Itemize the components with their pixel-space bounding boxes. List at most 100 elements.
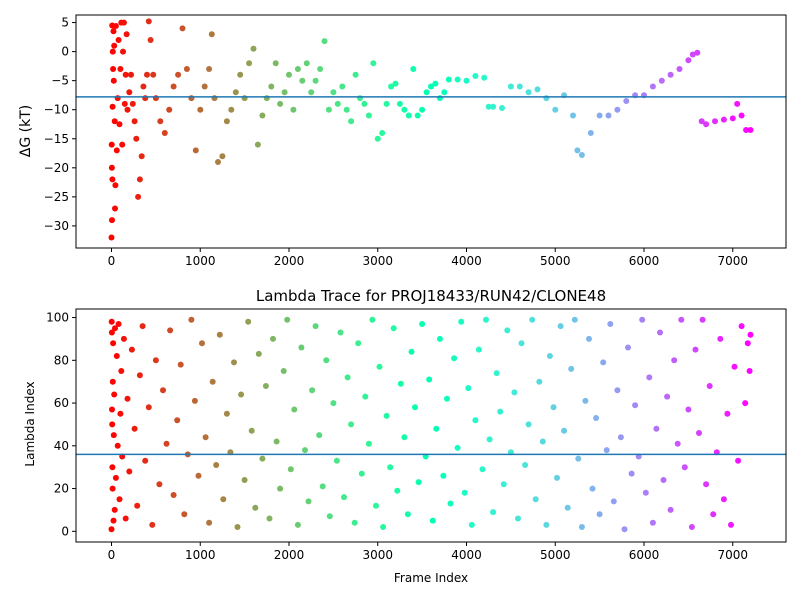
lambda-point xyxy=(323,357,330,364)
dg-point xyxy=(481,74,488,81)
lambda-point xyxy=(113,353,120,359)
lambda-point xyxy=(472,417,479,424)
dg-point xyxy=(110,28,117,35)
dg-point xyxy=(614,106,621,113)
dg-point xyxy=(208,31,215,38)
lambda-x-tick-label: 5000 xyxy=(540,548,571,562)
lambda-title: Lambda Trace for PROJ18433/RUN42/CLONE48 xyxy=(256,287,606,305)
lambda-point xyxy=(326,513,333,520)
lambda-point xyxy=(241,477,248,483)
dg-point xyxy=(286,71,292,78)
dg-point xyxy=(179,25,186,32)
lambda-point xyxy=(111,391,118,398)
dg-point xyxy=(436,95,443,102)
dg-point xyxy=(129,100,136,107)
lambda-point xyxy=(110,517,117,524)
dg-y-tick-label: −30 xyxy=(44,219,69,233)
lambda-point xyxy=(298,344,305,351)
dg-point xyxy=(290,106,297,113)
lambda-point xyxy=(112,325,118,332)
dg-point xyxy=(445,76,452,83)
dg-x-axis: 0 1000 2000 3000 4000 5000 6000 7000 xyxy=(108,248,748,268)
lambda-point xyxy=(440,472,447,479)
lambda-point xyxy=(557,323,564,330)
lambda-point xyxy=(145,404,152,411)
dg-point xyxy=(587,130,594,136)
dg-point xyxy=(211,95,218,102)
lambda-point xyxy=(504,327,511,334)
lambda-point xyxy=(259,455,266,462)
dg-point xyxy=(463,77,470,84)
dg-point xyxy=(743,127,750,133)
dg-point xyxy=(135,193,142,200)
lambda-point xyxy=(167,327,174,334)
dg-point xyxy=(206,66,213,72)
lambda-point xyxy=(646,374,653,381)
dg-point xyxy=(396,100,403,107)
lambda-point xyxy=(369,316,376,323)
lambda-point xyxy=(341,494,347,501)
dg-point xyxy=(525,89,532,96)
dg-point xyxy=(423,89,430,96)
dg-point xyxy=(246,60,253,67)
dg-point xyxy=(197,106,204,113)
lambda-point xyxy=(116,496,123,503)
dg-point xyxy=(109,48,116,55)
lambda-point xyxy=(600,359,607,366)
dg-point xyxy=(312,77,319,84)
lambda-point xyxy=(115,321,122,327)
lambda-point xyxy=(419,321,426,327)
lambda-point xyxy=(220,496,227,503)
lambda-point xyxy=(742,400,749,407)
lambda-point xyxy=(202,434,209,441)
lambda-y-tick-label: 100 xyxy=(46,311,69,325)
lambda-point xyxy=(657,329,663,336)
dg-point xyxy=(133,135,140,142)
lambda-point xyxy=(436,335,443,342)
dg-point xyxy=(142,95,149,102)
dg-point xyxy=(321,38,328,45)
dg-panel: 0 1000 2000 3000 4000 5000 6000 7000 −30−25−20−… xyxy=(18,14,787,268)
lambda-point xyxy=(337,329,344,336)
lambda-ylabel: Lambda Index xyxy=(23,381,37,466)
lambda-point xyxy=(625,344,631,351)
lambda-x-tick-label: 1000 xyxy=(185,548,216,562)
dg-ylabel: ΔG (kT) xyxy=(18,105,34,157)
lambda-x-axis: 0 1000 2000 3000 4000 5000 6000 7000 xyxy=(108,542,748,562)
dg-point xyxy=(232,89,239,96)
dg-point xyxy=(667,71,674,78)
lambda-point xyxy=(578,524,585,530)
lambda-point xyxy=(603,447,610,454)
dg-point xyxy=(605,112,612,119)
dg-point xyxy=(112,182,119,189)
lambda-point xyxy=(134,502,141,509)
lambda-point xyxy=(429,517,436,524)
lambda-point xyxy=(319,483,326,490)
lambda-point xyxy=(678,316,685,323)
dg-point xyxy=(623,98,630,104)
lambda-point xyxy=(536,378,543,385)
lambda-point xyxy=(177,361,184,368)
lambda-plot-frame xyxy=(75,308,787,543)
dg-x-tick-label: 5000 xyxy=(540,254,571,268)
dg-point xyxy=(419,106,426,113)
lambda-point xyxy=(525,421,532,428)
lambda-point xyxy=(511,389,518,396)
lambda-point xyxy=(720,496,727,503)
dg-point xyxy=(676,66,683,72)
lambda-point xyxy=(546,353,553,359)
lambda-point xyxy=(401,434,408,441)
lambda-point xyxy=(376,363,383,370)
lambda-point xyxy=(493,370,500,377)
dg-point xyxy=(120,48,126,55)
dg-point xyxy=(120,19,127,26)
lambda-point xyxy=(114,442,121,449)
dg-point xyxy=(140,83,147,90)
dg-x-tick-label: 4000 xyxy=(451,254,482,268)
dg-x-tick-label: 1000 xyxy=(185,254,216,268)
lambda-point xyxy=(149,521,156,528)
dg-point xyxy=(388,83,395,90)
lambda-point xyxy=(365,440,372,447)
dg-point xyxy=(254,141,261,148)
lambda-point xyxy=(174,417,181,424)
